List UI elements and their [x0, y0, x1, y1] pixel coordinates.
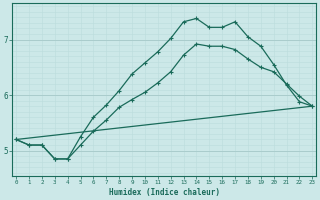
X-axis label: Humidex (Indice chaleur): Humidex (Indice chaleur) — [109, 188, 220, 197]
